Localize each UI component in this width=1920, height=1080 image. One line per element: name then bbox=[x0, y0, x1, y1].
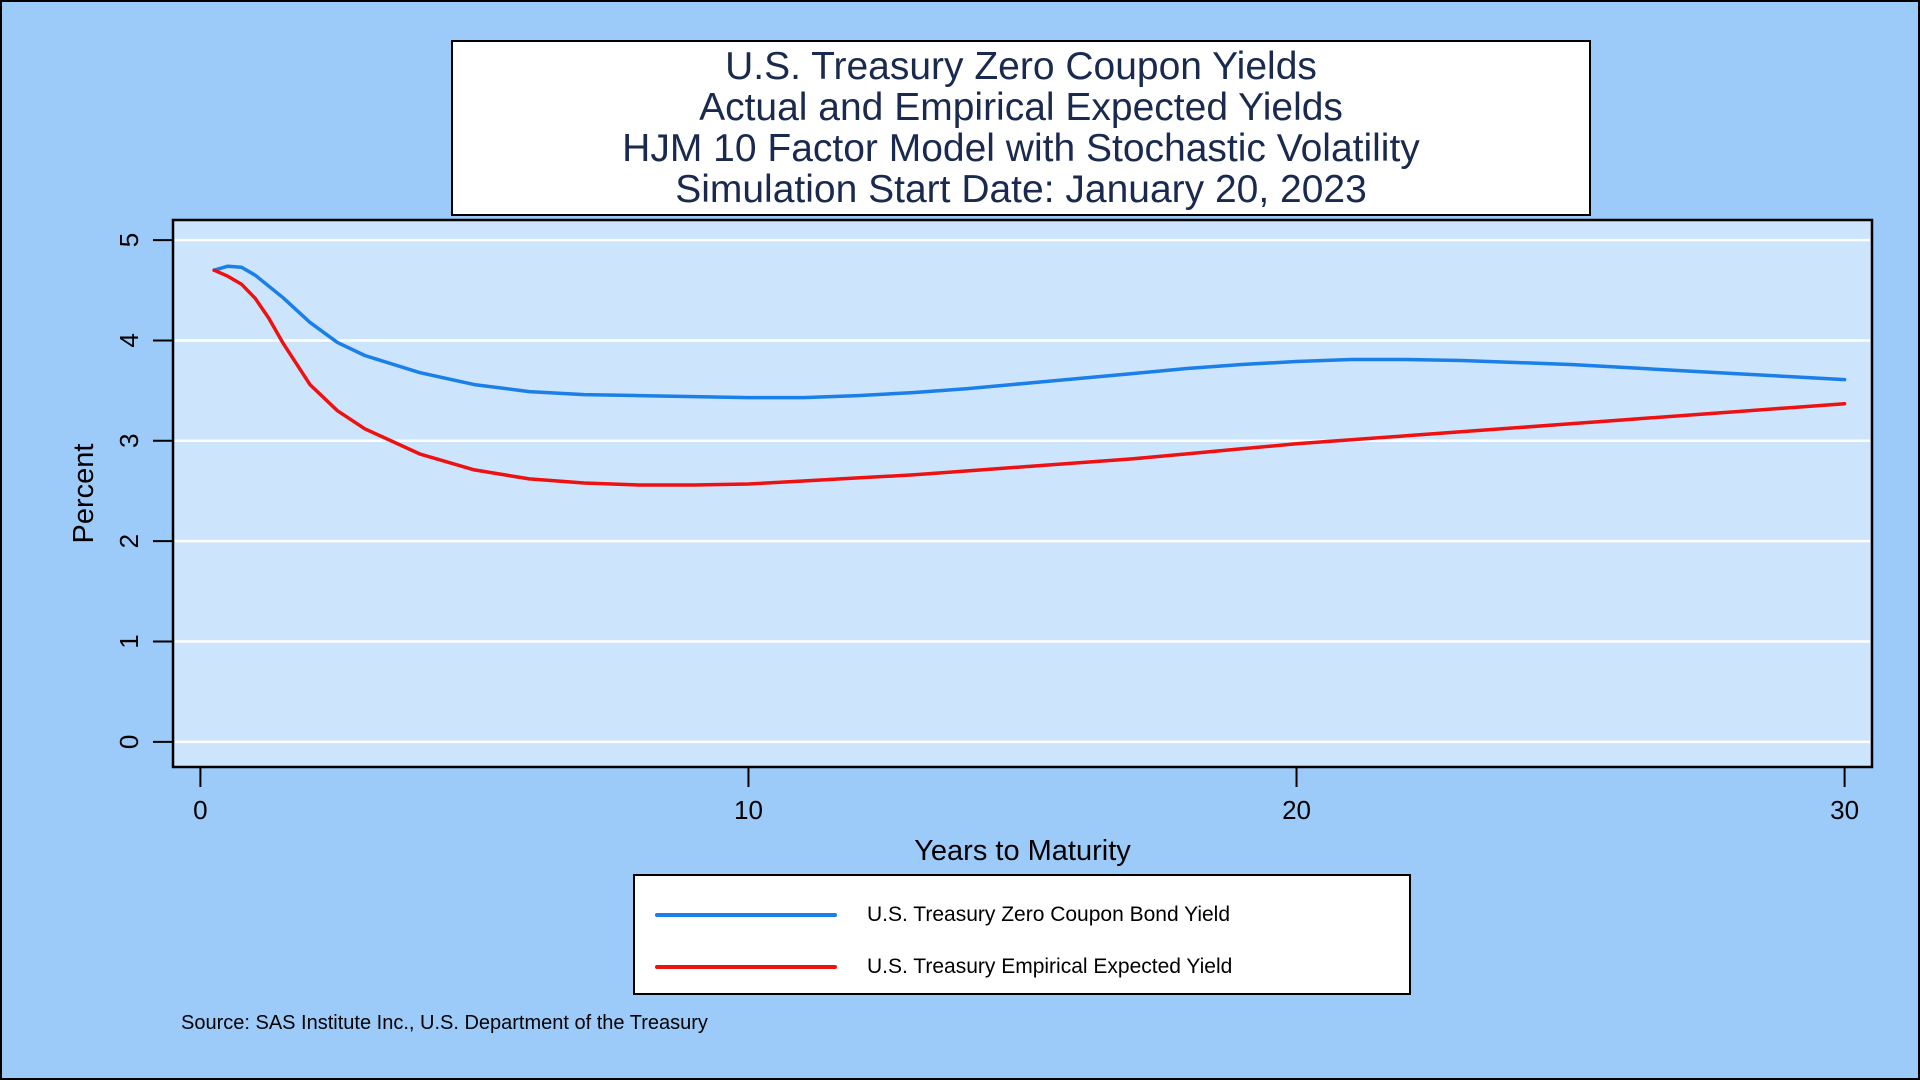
legend-label: U.S. Treasury Zero Coupon Bond Yield bbox=[867, 903, 1231, 926]
y-tick-label: 1 bbox=[114, 634, 144, 648]
x-tick-label: 10 bbox=[734, 795, 763, 825]
y-tick-label: 0 bbox=[114, 735, 144, 749]
x-tick-label: 20 bbox=[1282, 795, 1311, 825]
plot-area bbox=[171, 218, 1874, 769]
y-tick-label: 5 bbox=[114, 233, 144, 247]
chart-title-line-3: HJM 10 Factor Model with Stochastic Vola… bbox=[622, 127, 1420, 170]
chart-title-line-2: Actual and Empirical Expected Yields bbox=[699, 86, 1343, 129]
legend-item-zero-coupon-yield: U.S. Treasury Zero Coupon Bond Yield bbox=[655, 900, 1230, 930]
chart-title-box: U.S. Treasury Zero Coupon Yields Actual … bbox=[451, 40, 1591, 216]
legend: U.S. Treasury Zero Coupon Bond Yield U.S… bbox=[633, 874, 1411, 995]
chart-title-line-4: Simulation Start Date: January 20, 2023 bbox=[675, 168, 1367, 211]
legend-label: U.S. Treasury Empirical Expected Yield bbox=[867, 955, 1233, 978]
y-tick-label: 2 bbox=[114, 534, 144, 548]
x-axis-label: Years to Maturity bbox=[914, 835, 1131, 867]
y-axis-label: Percent bbox=[68, 444, 100, 544]
series-lines bbox=[212, 264, 1847, 487]
chart-title-line-1: U.S. Treasury Zero Coupon Yields bbox=[725, 45, 1317, 88]
source-note: Source: SAS Institute Inc., U.S. Departm… bbox=[181, 1012, 708, 1034]
axes: 0 1 2 3 4 5 0 10 20 30 bbox=[114, 233, 1859, 825]
series-line-expected-yield bbox=[212, 268, 1847, 487]
gridlines bbox=[175, 238, 1870, 744]
legend-item-expected-yield: U.S. Treasury Empirical Expected Yield bbox=[655, 952, 1232, 982]
series-line-zero-coupon-yield bbox=[212, 264, 1847, 400]
legend-swatch-red-line bbox=[655, 965, 837, 969]
y-tick-label: 3 bbox=[114, 434, 144, 448]
y-tick-label: 4 bbox=[114, 333, 144, 347]
legend-swatch-blue-line bbox=[655, 913, 837, 917]
x-tick-label: 30 bbox=[1830, 795, 1859, 825]
x-tick-label: 0 bbox=[193, 795, 207, 825]
